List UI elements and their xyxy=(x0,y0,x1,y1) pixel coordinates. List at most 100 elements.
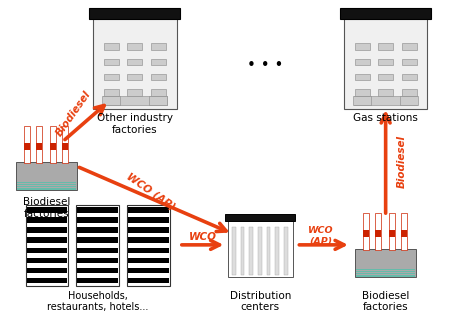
Bar xyxy=(24,143,30,150)
Bar xyxy=(151,43,166,50)
Bar xyxy=(104,74,119,81)
Text: Biodiesel
factories: Biodiesel factories xyxy=(23,197,70,219)
Bar xyxy=(77,237,118,243)
Bar xyxy=(363,213,369,250)
Bar xyxy=(151,74,166,81)
Bar xyxy=(36,126,42,163)
Bar xyxy=(93,10,177,109)
Text: Gas stations: Gas stations xyxy=(353,113,418,123)
Bar xyxy=(355,59,370,65)
Bar xyxy=(128,43,142,50)
Bar xyxy=(127,205,170,286)
Bar xyxy=(275,227,279,275)
Bar xyxy=(89,8,180,19)
Bar xyxy=(17,188,76,190)
Bar xyxy=(104,43,119,50)
Text: Biodiesel: Biodiesel xyxy=(54,89,93,138)
Bar xyxy=(355,89,370,96)
Bar xyxy=(389,213,395,250)
Bar xyxy=(249,227,253,275)
Bar xyxy=(62,143,68,150)
Bar xyxy=(27,258,67,263)
Bar xyxy=(149,96,167,105)
Bar xyxy=(128,74,142,81)
Bar xyxy=(151,89,166,96)
Bar xyxy=(363,230,369,237)
Bar xyxy=(389,230,395,237)
Bar xyxy=(258,227,262,275)
Text: Biodiesel: Biodiesel xyxy=(397,135,407,188)
Bar xyxy=(26,205,68,286)
Bar xyxy=(401,74,417,81)
Bar xyxy=(353,96,371,105)
Bar xyxy=(50,143,55,150)
Bar xyxy=(228,221,293,276)
Bar xyxy=(128,268,169,273)
Bar xyxy=(356,249,416,276)
Bar xyxy=(284,227,288,275)
Bar xyxy=(344,10,428,109)
Bar xyxy=(17,184,76,185)
Text: Other industry
factories: Other industry factories xyxy=(97,113,173,135)
Bar xyxy=(232,227,236,275)
Bar xyxy=(355,74,370,81)
Bar xyxy=(77,227,118,233)
Bar xyxy=(27,217,67,223)
Bar xyxy=(378,89,393,96)
Bar xyxy=(16,162,77,190)
Bar xyxy=(102,96,120,105)
Bar xyxy=(77,268,118,273)
Bar xyxy=(27,278,67,283)
Bar xyxy=(77,217,118,223)
Text: Biodiesel
factories: Biodiesel factories xyxy=(362,290,410,312)
Bar xyxy=(76,205,119,286)
Bar xyxy=(401,89,417,96)
Bar xyxy=(27,237,67,243)
Bar xyxy=(128,278,169,283)
Bar xyxy=(401,43,417,50)
Bar xyxy=(375,230,382,237)
Bar xyxy=(104,59,119,65)
Bar xyxy=(355,43,370,50)
Bar xyxy=(128,207,169,213)
Text: Households,
restaurants, hotels...: Households, restaurants, hotels... xyxy=(47,290,148,312)
Bar xyxy=(401,213,407,250)
Text: WCO: WCO xyxy=(189,232,217,242)
Bar xyxy=(128,258,169,263)
Text: WCO
(AP): WCO (AP) xyxy=(308,226,333,246)
Bar xyxy=(400,96,418,105)
Text: • • •: • • • xyxy=(246,58,283,73)
Bar xyxy=(401,230,407,237)
Bar xyxy=(128,227,169,233)
Bar xyxy=(77,278,118,283)
Bar xyxy=(378,43,393,50)
Bar xyxy=(128,248,169,253)
Bar xyxy=(17,182,76,183)
Bar xyxy=(226,214,295,221)
Bar xyxy=(24,126,30,163)
Bar xyxy=(27,207,67,213)
Bar xyxy=(356,271,415,272)
Bar xyxy=(128,89,142,96)
Bar xyxy=(27,227,67,233)
Bar xyxy=(356,268,415,270)
Bar xyxy=(62,126,68,163)
Text: WCO (AP): WCO (AP) xyxy=(125,171,177,211)
Bar xyxy=(17,186,76,187)
Bar xyxy=(151,59,166,65)
Bar xyxy=(401,59,417,65)
Bar xyxy=(50,126,55,163)
Bar xyxy=(378,59,393,65)
Bar xyxy=(27,248,67,253)
Bar xyxy=(375,213,382,250)
Bar xyxy=(77,258,118,263)
Bar xyxy=(128,59,142,65)
Bar xyxy=(27,268,67,273)
Bar xyxy=(241,227,245,275)
Text: Distribution
centers: Distribution centers xyxy=(229,290,291,312)
Bar xyxy=(354,96,418,105)
Bar xyxy=(103,96,166,105)
Bar xyxy=(356,275,415,276)
Bar xyxy=(77,248,118,253)
Bar xyxy=(77,207,118,213)
